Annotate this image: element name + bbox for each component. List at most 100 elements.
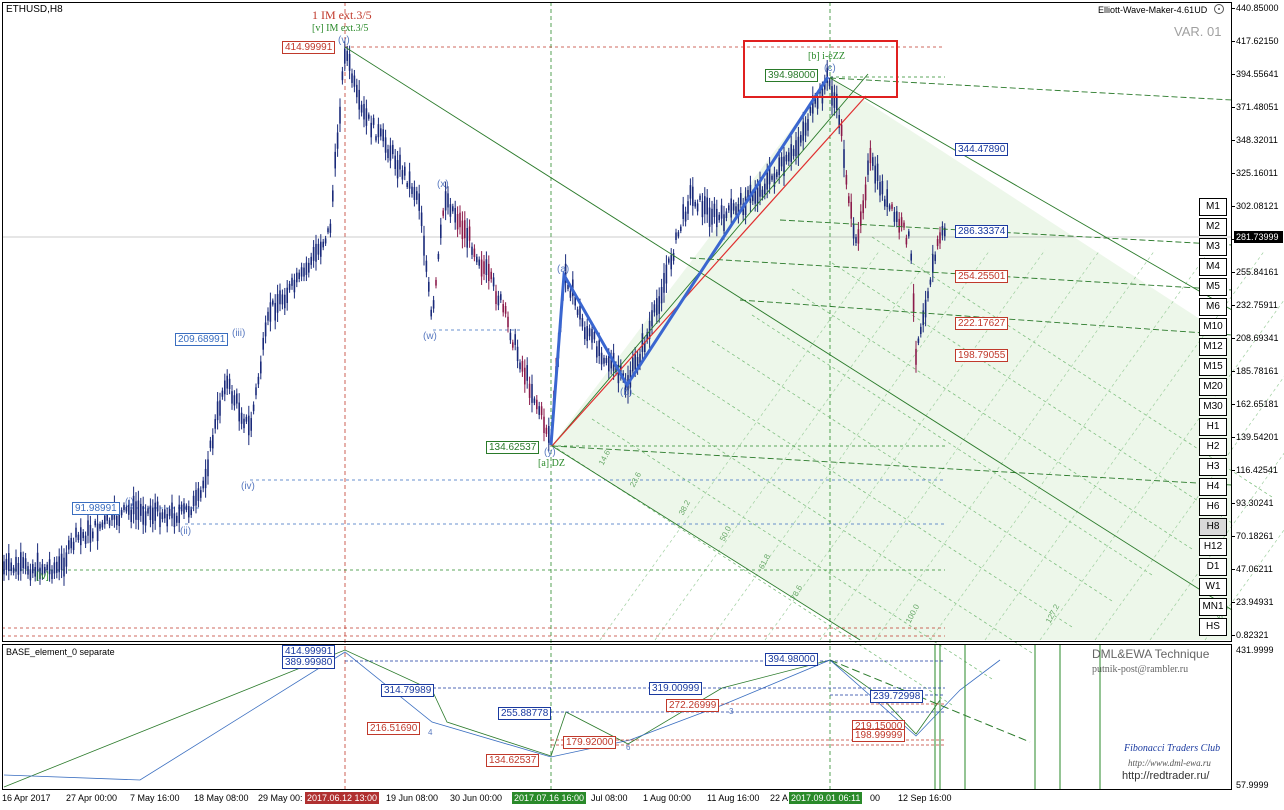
candle-body: [509, 332, 512, 341]
price-tick-label: 47.06211: [1236, 564, 1273, 574]
candle-body: [142, 506, 144, 525]
fib-channel: [551, 78, 1284, 706]
candle-body: [768, 166, 771, 185]
wave-y: (y): [544, 447, 556, 458]
candle-body: [838, 115, 840, 128]
indicator-name: Elliott-Wave-Maker-4.61UD: [1098, 5, 1208, 15]
timeframe-button-d1[interactable]: D1: [1199, 558, 1227, 576]
timeframe-button-h4[interactable]: H4: [1199, 478, 1227, 496]
candle-body: [917, 338, 920, 343]
candle-body: [680, 226, 682, 231]
candle-body: [632, 357, 634, 372]
candle-body: [166, 514, 168, 527]
timeframe-button-m5[interactable]: M5: [1199, 278, 1227, 296]
candle-body: [248, 415, 250, 436]
price-tick-mark: [1232, 239, 1235, 240]
candle-body: [51, 569, 53, 579]
candle-body: [82, 532, 84, 539]
timeframe-button-h2[interactable]: H2: [1199, 438, 1227, 456]
timeframe-button-w1[interactable]: W1: [1199, 578, 1227, 596]
sub-tag-134: 134.62537: [486, 754, 540, 767]
candle-body: [360, 104, 363, 113]
candle-body: [646, 332, 648, 340]
candle-body: [588, 328, 591, 337]
candle-body: [171, 502, 173, 519]
timeframe-button-m20[interactable]: M20: [1199, 378, 1227, 396]
candle-body: [576, 309, 579, 315]
candle-body: [329, 223, 332, 233]
candle-body: [485, 259, 488, 275]
candle-body: [128, 504, 130, 515]
candle-body: [728, 205, 730, 211]
candle-body: [394, 155, 396, 169]
candle-body: [500, 294, 502, 301]
candle-body: [831, 86, 833, 106]
wave-iv-green: [iv]: [36, 571, 49, 582]
candle-body: [466, 228, 468, 248]
timeframe-button-h6[interactable]: H6: [1199, 498, 1227, 516]
candle-body: [641, 333, 644, 352]
candle-body: [178, 504, 180, 523]
sub-projection: [829, 659, 1031, 743]
candle-body: [456, 214, 459, 230]
candle-body: [634, 354, 636, 370]
candle-body: [221, 390, 224, 397]
price-tick-mark: [1232, 569, 1235, 570]
watermark-site1: http://www.dml-ewa.ru: [1128, 758, 1211, 768]
fib-cross: [654, 249, 936, 641]
timeframe-button-m10[interactable]: M10: [1199, 318, 1227, 336]
candle-body: [670, 255, 672, 270]
gear-icon[interactable]: [1214, 4, 1224, 14]
candle-body: [862, 200, 864, 214]
candle-body: [363, 103, 365, 120]
timeframe-button-m2[interactable]: M2: [1199, 218, 1227, 236]
candle-body: [682, 204, 684, 219]
candle-body: [212, 434, 214, 449]
candle-body: [281, 294, 284, 305]
candle-body: [927, 291, 929, 299]
candle-body: [132, 495, 135, 515]
candle-body: [488, 263, 490, 282]
candle-body: [512, 342, 514, 348]
candle-body: [672, 252, 675, 261]
candle-body: [888, 205, 891, 210]
timeframe-button-m3[interactable]: M3: [1199, 238, 1227, 256]
time-tick-label: 18 May 08:00: [194, 793, 249, 803]
candle-body: [816, 96, 819, 109]
candle-body: [684, 211, 687, 222]
abc-wave-line: [549, 76, 830, 446]
candle-body: [341, 71, 344, 81]
candle-body: [245, 416, 248, 422]
timeframe-button-hs[interactable]: HS: [1199, 618, 1227, 636]
timeframe-button-h3[interactable]: H3: [1199, 458, 1227, 476]
timeframe-button-m6[interactable]: M6: [1199, 298, 1227, 316]
time-highlight-label: 2017.06.12 13:00: [305, 792, 380, 804]
candle-body: [164, 509, 166, 519]
timeframe-button-h8[interactable]: H8: [1199, 518, 1227, 536]
candle-body: [260, 361, 262, 374]
candle-body: [706, 197, 708, 215]
candle-body: [63, 557, 65, 577]
candle-body: [305, 262, 308, 275]
candle-body: [375, 136, 377, 141]
timeframe-button-m1[interactable]: M1: [1199, 198, 1227, 216]
candle-body: [209, 440, 212, 448]
timeframe-button-m15[interactable]: M15: [1199, 358, 1227, 376]
candle-body: [910, 253, 912, 261]
timeframe-button-m30[interactable]: M30: [1199, 398, 1227, 416]
timeframe-button-h1[interactable]: H1: [1199, 418, 1227, 436]
candle-body: [478, 259, 480, 266]
candle-body: [190, 509, 192, 516]
timeframe-button-m12[interactable]: M12: [1199, 338, 1227, 356]
timeframe-button-mn1[interactable]: MN1: [1199, 598, 1227, 616]
time-tick-label: 1 Aug 00:00: [643, 793, 692, 803]
timeframe-button-m4[interactable]: M4: [1199, 258, 1227, 276]
timeframe-button-h12[interactable]: H12: [1199, 538, 1227, 556]
candle-body: [68, 540, 70, 550]
price-tick-label: 162.65181: [1236, 399, 1279, 409]
fib-cross: [874, 249, 1156, 641]
candle-body: [704, 196, 706, 215]
candle-body: [567, 284, 569, 290]
candle-body: [291, 277, 293, 286]
candle-body: [809, 107, 812, 113]
